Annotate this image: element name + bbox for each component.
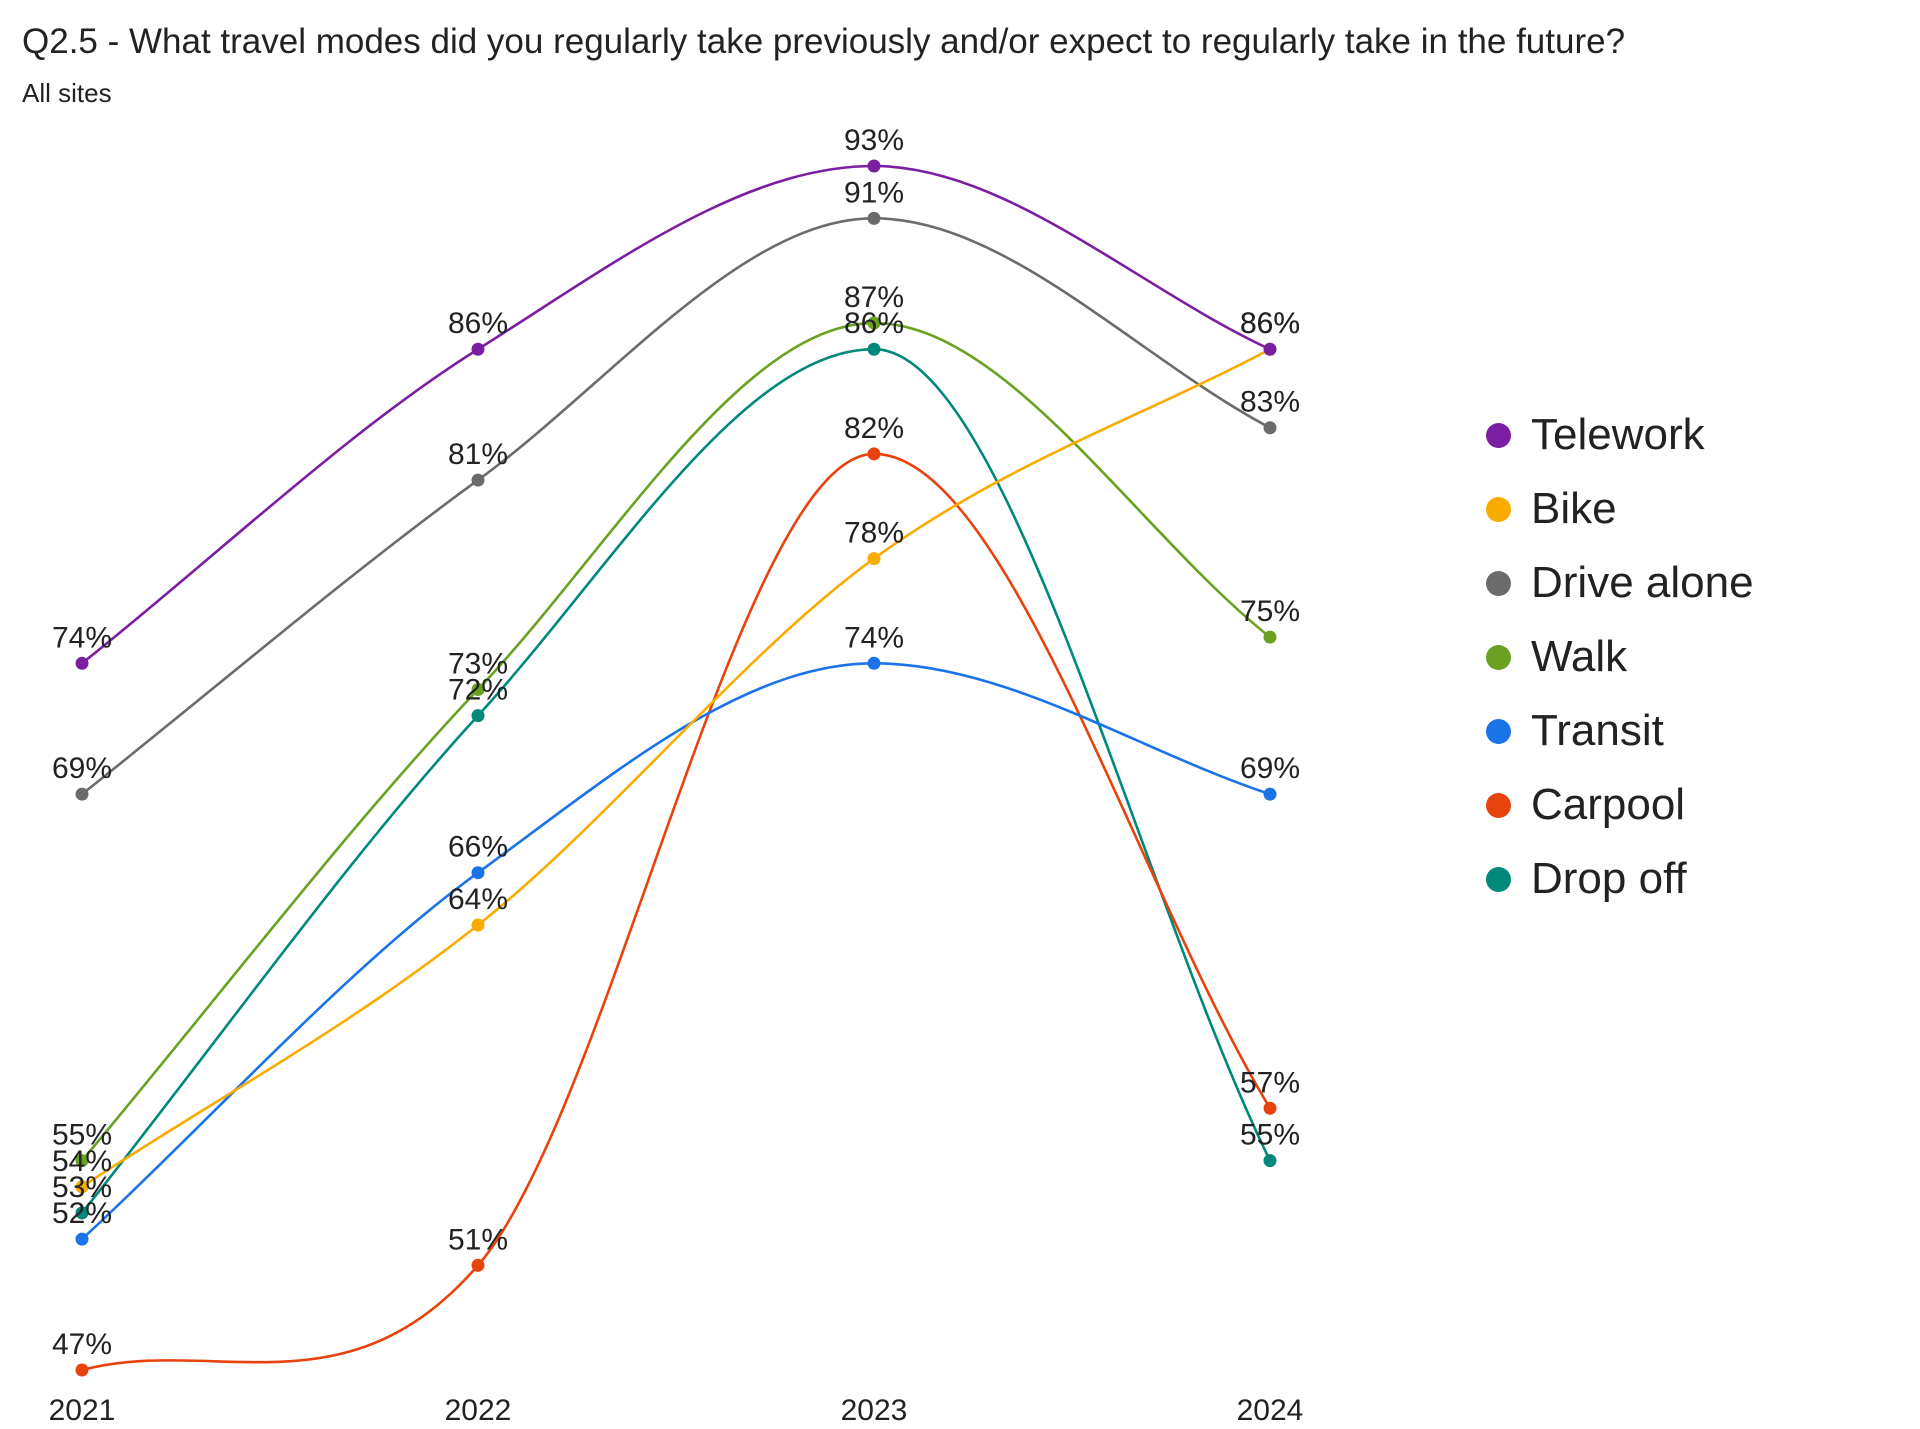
legend-item-drop-off[interactable]: Drop off	[1486, 842, 1754, 916]
legend: Telework Bike Drive alone Walk Transit C…	[1486, 398, 1754, 916]
data-label-walk-2022: 73%	[448, 647, 508, 680]
legend-marker-icon	[1486, 570, 1511, 596]
x-tick-label: 2023	[841, 1394, 908, 1427]
legend-marker-icon	[1486, 792, 1511, 818]
data-point-telework-2021[interactable]	[75, 656, 89, 670]
data-point-walk-2024[interactable]	[1263, 630, 1277, 644]
data-label-bike-2023: 78%	[844, 517, 904, 550]
series-points	[75, 159, 1277, 1377]
data-label-transit-2024: 69%	[1240, 752, 1300, 785]
series-line-drive-alone	[81, 217, 1271, 796]
data-point-telework-2023[interactable]	[867, 159, 881, 173]
data-label-carpool-2021: 47%	[52, 1328, 112, 1361]
data-point-transit-2021[interactable]	[75, 1232, 89, 1246]
legend-label: Walk	[1531, 632, 1628, 681]
data-label-drive-alone-2021: 69%	[52, 752, 112, 785]
data-label-carpool-2024: 57%	[1240, 1066, 1300, 1099]
data-point-transit-2024[interactable]	[1263, 787, 1277, 801]
data-label-transit-2023: 74%	[844, 621, 904, 654]
legend-marker-icon	[1486, 422, 1511, 448]
data-point-drive-alone-2022[interactable]	[471, 473, 485, 487]
legend-marker-icon	[1486, 644, 1511, 670]
series-line-bike	[81, 348, 1271, 1188]
series-line-telework	[81, 164, 1271, 665]
data-label-drop-off-2021: 53%	[52, 1171, 112, 1204]
legend-label: Bike	[1531, 484, 1617, 533]
data-point-transit-2022[interactable]	[471, 866, 485, 880]
data-label-drop-off-2024: 55%	[1240, 1119, 1300, 1152]
data-label-transit-2022: 66%	[448, 831, 508, 864]
data-point-carpool-2022[interactable]	[471, 1258, 485, 1272]
legend-item-carpool[interactable]: Carpool	[1486, 768, 1754, 842]
series-lines	[80, 164, 1272, 1372]
series-line-transit	[81, 662, 1271, 1241]
data-labels: 53% 72% 86% 55% 47% 51% 82% 57% 52% 66% 74% 69% 55% 7…	[52, 124, 1300, 1361]
legend-label: Carpool	[1531, 780, 1686, 829]
data-point-transit-2023[interactable]	[867, 656, 881, 670]
data-label-drop-off-2022: 72%	[448, 674, 508, 707]
data-label-drop-off-2023: 86%	[844, 307, 904, 340]
series-line-drop-off	[80, 347, 1272, 1214]
chart-title: Q2.5 - What travel modes did you regular…	[22, 22, 1626, 61]
legend-item-drive-alone[interactable]: Drive alone	[1486, 546, 1754, 620]
data-label-telework-2023: 93%	[844, 124, 904, 157]
data-label-drive-alone-2022: 81%	[448, 438, 508, 471]
data-label-telework-2024: 86%	[1240, 307, 1300, 340]
data-label-walk-2023: 87%	[844, 281, 904, 314]
data-point-bike-2022[interactable]	[471, 918, 485, 932]
data-label-bike-2024: 86%	[1240, 307, 1300, 340]
data-label-telework-2022: 86%	[448, 307, 508, 340]
data-point-drive-alone-2023[interactable]	[867, 211, 881, 225]
legend-marker-icon	[1486, 866, 1511, 892]
x-axis: 2021 2022 2023 2024	[49, 1394, 1304, 1427]
data-point-drop-off-2021[interactable]	[75, 1206, 89, 1220]
x-tick-label: 2024	[1237, 1394, 1304, 1427]
data-point-drive-alone-2024[interactable]	[1263, 421, 1277, 435]
series-line-walk	[81, 321, 1271, 1162]
legend-label: Transit	[1531, 706, 1664, 755]
legend-marker-icon	[1486, 718, 1511, 744]
legend-item-bike[interactable]: Bike	[1486, 472, 1754, 546]
series-line-carpool	[81, 452, 1272, 1372]
data-point-telework-2024[interactable]	[1263, 342, 1277, 356]
legend-item-telework[interactable]: Telework	[1486, 398, 1754, 472]
data-point-bike-2023[interactable]	[867, 552, 881, 566]
data-label-carpool-2023: 82%	[844, 412, 904, 445]
data-label-drive-alone-2023: 91%	[844, 176, 904, 209]
data-point-drop-off-2023[interactable]	[867, 342, 881, 356]
legend-label: Drive alone	[1531, 558, 1754, 607]
legend-marker-icon	[1486, 496, 1511, 522]
data-label-telework-2021: 74%	[52, 621, 112, 654]
data-label-transit-2021: 52%	[52, 1197, 112, 1230]
legend-item-transit[interactable]: Transit	[1486, 694, 1754, 768]
data-point-walk-2021[interactable]	[75, 1154, 89, 1168]
data-point-carpool-2023[interactable]	[867, 447, 881, 461]
data-label-carpool-2022: 51%	[448, 1223, 508, 1256]
data-point-walk-2023[interactable]	[867, 316, 881, 330]
legend-item-walk[interactable]: Walk	[1486, 620, 1754, 694]
data-label-bike-2021: 54%	[52, 1145, 112, 1178]
data-point-drop-off-2022[interactable]	[471, 709, 485, 723]
data-point-bike-2021[interactable]	[75, 1180, 89, 1194]
data-label-drive-alone-2024: 83%	[1240, 386, 1300, 419]
data-label-bike-2022: 64%	[448, 883, 508, 916]
data-label-walk-2024: 75%	[1240, 595, 1300, 628]
data-point-carpool-2024[interactable]	[1263, 1101, 1277, 1115]
legend-label: Drop off	[1531, 854, 1687, 903]
x-tick-label: 2021	[49, 1394, 116, 1427]
data-label-walk-2021: 55%	[52, 1119, 112, 1152]
data-point-carpool-2021[interactable]	[75, 1363, 89, 1377]
x-tick-label: 2022	[445, 1394, 512, 1427]
chart-subtitle: All sites	[22, 78, 112, 108]
data-point-telework-2022[interactable]	[471, 342, 485, 356]
data-point-walk-2022[interactable]	[471, 682, 485, 696]
legend-label: Telework	[1531, 410, 1705, 459]
data-point-drop-off-2024[interactable]	[1263, 1154, 1277, 1168]
data-point-drive-alone-2021[interactable]	[75, 787, 89, 801]
